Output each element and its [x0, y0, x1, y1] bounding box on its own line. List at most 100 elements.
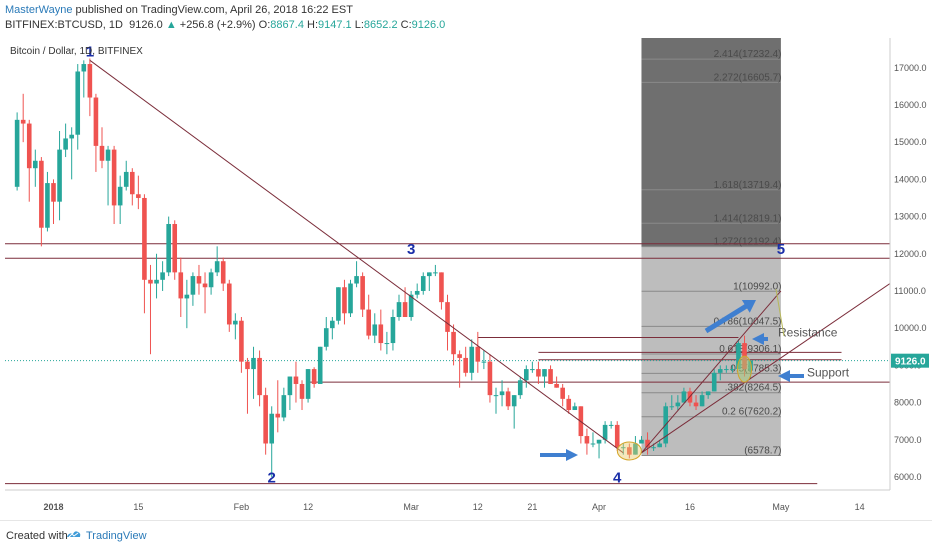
- candle: [299, 380, 305, 411]
- candle: [530, 361, 535, 373]
- candle: [590, 432, 596, 448]
- candle-body: [196, 276, 202, 284]
- tradingview-brand[interactable]: TradingView: [86, 530, 147, 542]
- candle: [554, 376, 559, 388]
- candle: [584, 428, 590, 455]
- candle-body: [305, 369, 311, 399]
- candle-body: [257, 357, 262, 396]
- y-tick-label: 8000.0: [894, 398, 922, 408]
- candle: [548, 365, 553, 384]
- candle-body: [530, 369, 535, 371]
- candle-body: [711, 372, 717, 392]
- fib-level-label: 0.2 6(7620.2): [722, 407, 782, 418]
- y-tick-label: 16000.0: [894, 100, 927, 110]
- candle: [129, 168, 135, 206]
- x-tick-label: 12: [473, 502, 483, 512]
- candle: [693, 395, 699, 411]
- blue-arrow-icon: [778, 370, 804, 382]
- x-tick-label: 21: [527, 502, 537, 512]
- close-value: 9126.0: [411, 19, 446, 31]
- candle: [711, 369, 717, 392]
- candle: [311, 367, 317, 388]
- price-chart[interactable]: 2.414(17232.4) 2.272(16605.7) 1.618(13719.…: [0, 36, 932, 520]
- candle-body: [451, 331, 456, 355]
- candle: [596, 439, 602, 459]
- candle-body: [657, 443, 662, 448]
- candle-body: [317, 346, 323, 384]
- candle: [330, 317, 335, 340]
- tradingview-logo-icon: [67, 531, 81, 538]
- candle-body: [93, 97, 99, 146]
- candle: [481, 350, 487, 370]
- wave-label: 2: [268, 470, 276, 487]
- open-value: 8867.4: [270, 19, 304, 31]
- candle: [639, 436, 644, 444]
- candle-body: [226, 283, 232, 325]
- candle: [111, 145, 117, 225]
- fib-level-label: 1.414(12819.1): [714, 213, 782, 224]
- candle: [148, 264, 153, 355]
- x-tick-label: 15: [133, 502, 143, 512]
- x-tick-label: Apr: [592, 502, 606, 512]
- candle: [433, 264, 438, 277]
- candle: [669, 395, 675, 411]
- candle-body: [730, 369, 735, 371]
- candle-body: [233, 320, 238, 325]
- candle-body: [129, 171, 135, 195]
- candle-body: [669, 406, 675, 408]
- candle-body: [184, 294, 190, 299]
- candle: [566, 395, 572, 414]
- fib-level-label: 2.414(17232.4): [714, 49, 782, 60]
- candle: [487, 354, 493, 403]
- candle: [560, 383, 565, 407]
- candle: [202, 272, 208, 314]
- y-tick-label: 11000.0: [894, 286, 926, 296]
- fib-level-label: (6578.7): [744, 445, 781, 456]
- candle: [196, 264, 202, 295]
- candle-body: [178, 272, 184, 299]
- candle-body: [136, 194, 141, 198]
- candle-body: [402, 302, 408, 318]
- wave-label: 4: [613, 470, 622, 487]
- candle: [14, 112, 20, 191]
- fib-level-label: 1.272(12192.4): [714, 237, 782, 248]
- low-value: 8652.2: [363, 19, 398, 31]
- candle-body: [214, 261, 220, 273]
- candle-body: [142, 197, 147, 280]
- candle-body: [433, 272, 438, 274]
- candle-body: [81, 64, 87, 72]
- candle-body: [481, 361, 487, 363]
- candle: [384, 331, 390, 355]
- x-tick-label: May: [772, 502, 790, 512]
- candle: [136, 175, 141, 210]
- y-tick-label: 17000.0: [894, 63, 927, 73]
- candle: [251, 346, 256, 399]
- blue-arrow-icon: [704, 299, 756, 334]
- candle: [620, 443, 626, 455]
- candle-body: [511, 395, 517, 407]
- candle-body: [639, 439, 644, 444]
- candle: [699, 391, 705, 407]
- ticker-label: BITFINEX:BTCUSD, 1D: [5, 19, 123, 31]
- fib-level-label: 0.618(9306.1): [719, 344, 781, 355]
- candle-body: [208, 272, 214, 288]
- candle: [51, 179, 56, 225]
- author-link[interactable]: MasterWayne: [5, 4, 73, 16]
- candle-body: [548, 369, 553, 384]
- candle: [493, 387, 499, 414]
- candle: [99, 127, 105, 169]
- trend-line: [89, 59, 624, 454]
- candle: [463, 346, 468, 377]
- candle: [360, 272, 365, 318]
- candle: [190, 272, 196, 306]
- fib-level-label: 1.618(13719.4): [714, 180, 782, 191]
- candle-body: [269, 413, 275, 444]
- candle: [645, 432, 650, 455]
- candle-body: [396, 302, 402, 318]
- candle: [305, 369, 311, 403]
- candle-body: [584, 436, 590, 444]
- candle-body: [505, 391, 511, 407]
- fib-level-label: .382(8264.5): [725, 383, 782, 394]
- candle: [63, 123, 68, 158]
- candle-body: [166, 224, 171, 273]
